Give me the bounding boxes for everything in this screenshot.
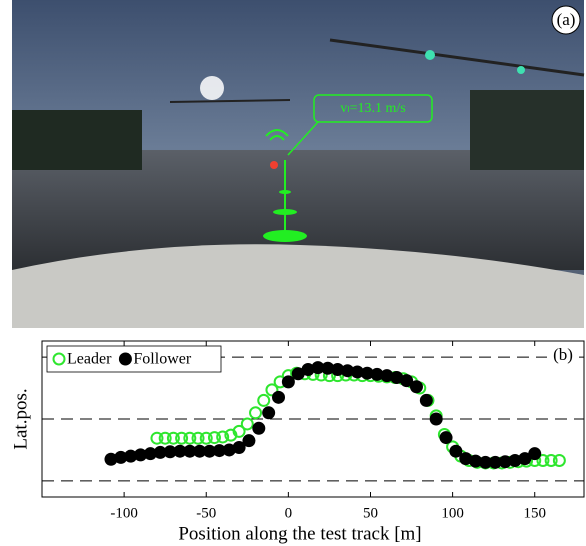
point [262,406,276,420]
point [232,424,246,438]
point [390,371,404,385]
legend-box [46,345,222,373]
point [498,455,512,469]
x-tick-label: 50 [363,505,378,521]
speed-label: vₗ=13.1 m/s [340,101,405,116]
point [163,445,177,459]
point [281,375,295,389]
photo-taillight [270,161,278,169]
point [249,406,263,420]
label-bg [547,346,579,366]
point [150,431,164,445]
point [257,393,271,407]
overlay-wifi [265,129,289,141]
photo-signal [425,50,435,60]
point [380,369,394,383]
point [508,453,522,467]
legend-marker [52,352,66,366]
photo-signal [517,66,525,74]
point [469,454,483,468]
photo-car-hood [12,244,584,328]
point [291,367,305,381]
point [272,390,286,404]
point [134,448,148,462]
point [183,431,197,445]
point [183,444,197,458]
point [207,431,221,445]
point [331,362,345,376]
panel-label-circle [551,5,581,35]
x-axis-label: Position along the test track [m] [178,523,421,544]
point [340,364,354,378]
point [518,452,532,466]
x-tick-label: 150 [523,505,546,521]
panel-label: (b) [553,345,573,364]
point [203,444,217,458]
point [301,362,315,376]
legend-label: Follower [133,351,191,368]
point [370,367,384,381]
point [321,361,335,375]
point [350,365,364,379]
point [191,431,205,445]
point [536,453,550,467]
x-tick-label: -50 [196,505,216,521]
point [544,453,558,467]
point [252,421,266,435]
point [400,374,414,388]
point [419,393,433,407]
panel-label: (a) [557,10,576,29]
point [528,447,542,461]
point [173,444,187,458]
point [216,430,230,444]
point [232,440,246,454]
photo-trees [470,90,584,170]
point [212,444,226,458]
point [124,449,138,463]
photo-light [200,76,224,100]
point [449,444,463,458]
photo-pole [169,99,291,103]
point [360,366,374,380]
speed-box [313,94,433,123]
point [240,417,254,431]
point [429,412,443,426]
point [114,450,128,464]
x-tick-label: 0 [285,505,293,521]
point [199,431,213,445]
point [311,361,325,375]
point [488,455,502,469]
point [158,431,172,445]
point [478,455,492,469]
photo-overlay [263,94,433,242]
y-axis-label: Lat.pos. [10,388,31,449]
point [143,447,157,461]
point [242,434,256,448]
point [104,452,118,466]
point [175,431,189,445]
photo: vₗ=13.1 m/s (a) [12,0,585,328]
point [439,431,453,445]
point [409,380,423,394]
x-tick-label: -100 [110,505,138,521]
x-tick-label: 100 [441,505,464,521]
point [552,453,566,467]
point [193,444,207,458]
photo-trees [12,110,142,170]
point [459,452,473,466]
point [222,443,236,457]
legend-label: Leader [67,351,112,368]
point [153,445,167,459]
point [166,431,180,445]
photo-pole [329,38,585,77]
point [265,383,279,397]
legend-marker [118,352,132,366]
overlay-pointer [287,121,319,156]
